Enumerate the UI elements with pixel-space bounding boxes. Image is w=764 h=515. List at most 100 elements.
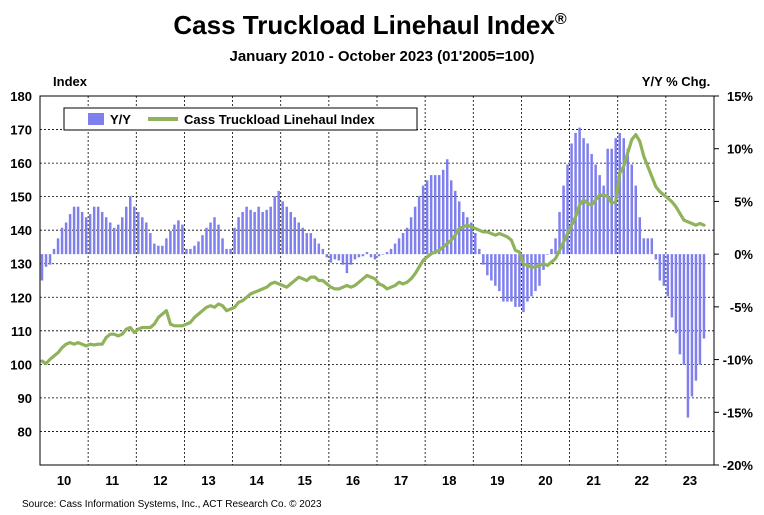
yoy-bar	[273, 196, 276, 255]
yoy-bar	[88, 214, 92, 255]
chart-subtitle: January 2010 - October 2023 (01'2005=100…	[229, 48, 534, 65]
yoy-bar	[68, 214, 72, 255]
yoy-bar	[233, 227, 236, 255]
yoy-bar	[333, 254, 337, 260]
left-tick-label: 90	[18, 391, 32, 406]
yoy-bar	[506, 254, 509, 302]
yoy-bar	[578, 127, 581, 255]
yoy-bar	[437, 175, 441, 255]
yoy-bar	[570, 143, 573, 255]
yoy-bar	[417, 196, 421, 255]
right-tick-label: 15%	[727, 89, 753, 104]
yoy-bar	[530, 254, 533, 297]
yoy-bar	[96, 206, 100, 255]
left-tick-label: 170	[10, 123, 32, 138]
yoy-bar	[52, 248, 56, 255]
yoy-bar	[305, 233, 309, 255]
yoy-bar	[185, 248, 188, 255]
yoy-bar	[229, 248, 232, 255]
x-tick-label: 14	[249, 473, 264, 488]
yoy-bar	[441, 169, 445, 255]
index-line	[40, 133, 706, 366]
left-ticks: 80 90 100 110 120 130 140 150 160 170 180	[10, 89, 32, 439]
yoy-bar	[389, 248, 393, 255]
yoy-bar	[646, 238, 650, 255]
left-tick-label: 160	[10, 156, 32, 171]
legend-label-index: Cass Truckload Linehaul Index	[184, 112, 375, 127]
yoy-bar	[285, 206, 288, 255]
right-axis-title: Y/Y % Chg.	[642, 74, 710, 89]
yoy-bar	[574, 132, 577, 255]
yoy-bar	[197, 241, 200, 255]
yoy-bar	[534, 254, 537, 292]
yoy-bar	[369, 254, 373, 258]
yoy-bar	[698, 254, 702, 365]
left-tick-label: 110	[11, 324, 32, 339]
right-tick-label: 0%	[734, 247, 753, 262]
yoy-bar	[638, 217, 642, 255]
x-tick-label: 16	[346, 473, 360, 488]
left-tick-label: 140	[10, 223, 32, 238]
yoy-bar	[245, 206, 248, 255]
yoy-bar	[253, 211, 256, 255]
plot-border	[39, 95, 715, 466]
yoy-bar	[401, 233, 405, 255]
yoy-bar	[44, 254, 48, 267]
x-tick-label: 19	[490, 473, 504, 488]
left-tick-label: 150	[10, 190, 32, 205]
left-tick-label: 100	[10, 357, 32, 372]
legend-label-yoy: Y/Y	[110, 112, 131, 127]
yoy-bar	[108, 222, 112, 255]
yoy-bar	[297, 222, 301, 255]
x-tick-label: 22	[635, 473, 649, 488]
yoy-bar	[301, 227, 305, 255]
yoy-bar	[257, 206, 260, 255]
yoy-bar	[313, 238, 317, 255]
yoy-bar	[566, 164, 569, 255]
yoy-bar	[213, 217, 216, 255]
yoy-bar	[558, 211, 561, 255]
yoy-bar	[237, 217, 240, 255]
yoy-bar	[141, 217, 144, 255]
right-tick-label: -10%	[723, 353, 754, 368]
left-tick-label: 80	[18, 424, 32, 439]
x-ticks: 10 11 12 13 14 15 16 17 18 19 20 21 22 23	[57, 473, 697, 488]
x-tick-label: 11	[105, 473, 119, 488]
yoy-bar	[181, 224, 184, 255]
yoy-bar	[293, 217, 296, 255]
yoy-bar	[116, 224, 120, 255]
yoy-bar	[486, 254, 489, 276]
yoy-bar	[92, 206, 96, 255]
plot-area	[39, 95, 715, 466]
yoy-bar	[518, 254, 521, 307]
yoy-bar	[429, 175, 433, 255]
yoy-bar	[341, 254, 345, 265]
yoy-bar	[80, 211, 84, 255]
yoy-bar	[413, 206, 417, 255]
yoy-bar	[193, 245, 196, 255]
yoy-bar	[177, 220, 180, 255]
yoy-bar	[658, 254, 662, 281]
x-tick-label: 21	[586, 473, 600, 488]
yoy-bar	[478, 248, 481, 255]
yoy-bar	[514, 254, 517, 307]
right-ticks: 15% 10% 5% 0% -5% -10% -15% -20%	[714, 89, 753, 473]
yoy-bar	[674, 254, 678, 334]
yoy-bar	[64, 222, 68, 255]
yoy-bar	[686, 254, 690, 418]
yoy-bar	[169, 230, 172, 255]
yoy-bar	[462, 211, 465, 255]
yoy-bar	[397, 238, 401, 255]
yoy-bar	[309, 233, 313, 255]
yoy-bar	[100, 211, 104, 255]
yoy-bar	[221, 238, 224, 255]
yoy-bar	[129, 196, 132, 255]
x-tick-label: 18	[442, 473, 456, 488]
yoy-bar	[60, 227, 64, 255]
yoy-bar	[694, 254, 698, 381]
yoy-bar	[405, 227, 409, 255]
yoy-bar	[265, 209, 268, 255]
yoy-bar	[329, 254, 333, 263]
yoy-bar	[482, 254, 485, 265]
yoy-bar	[345, 254, 349, 274]
